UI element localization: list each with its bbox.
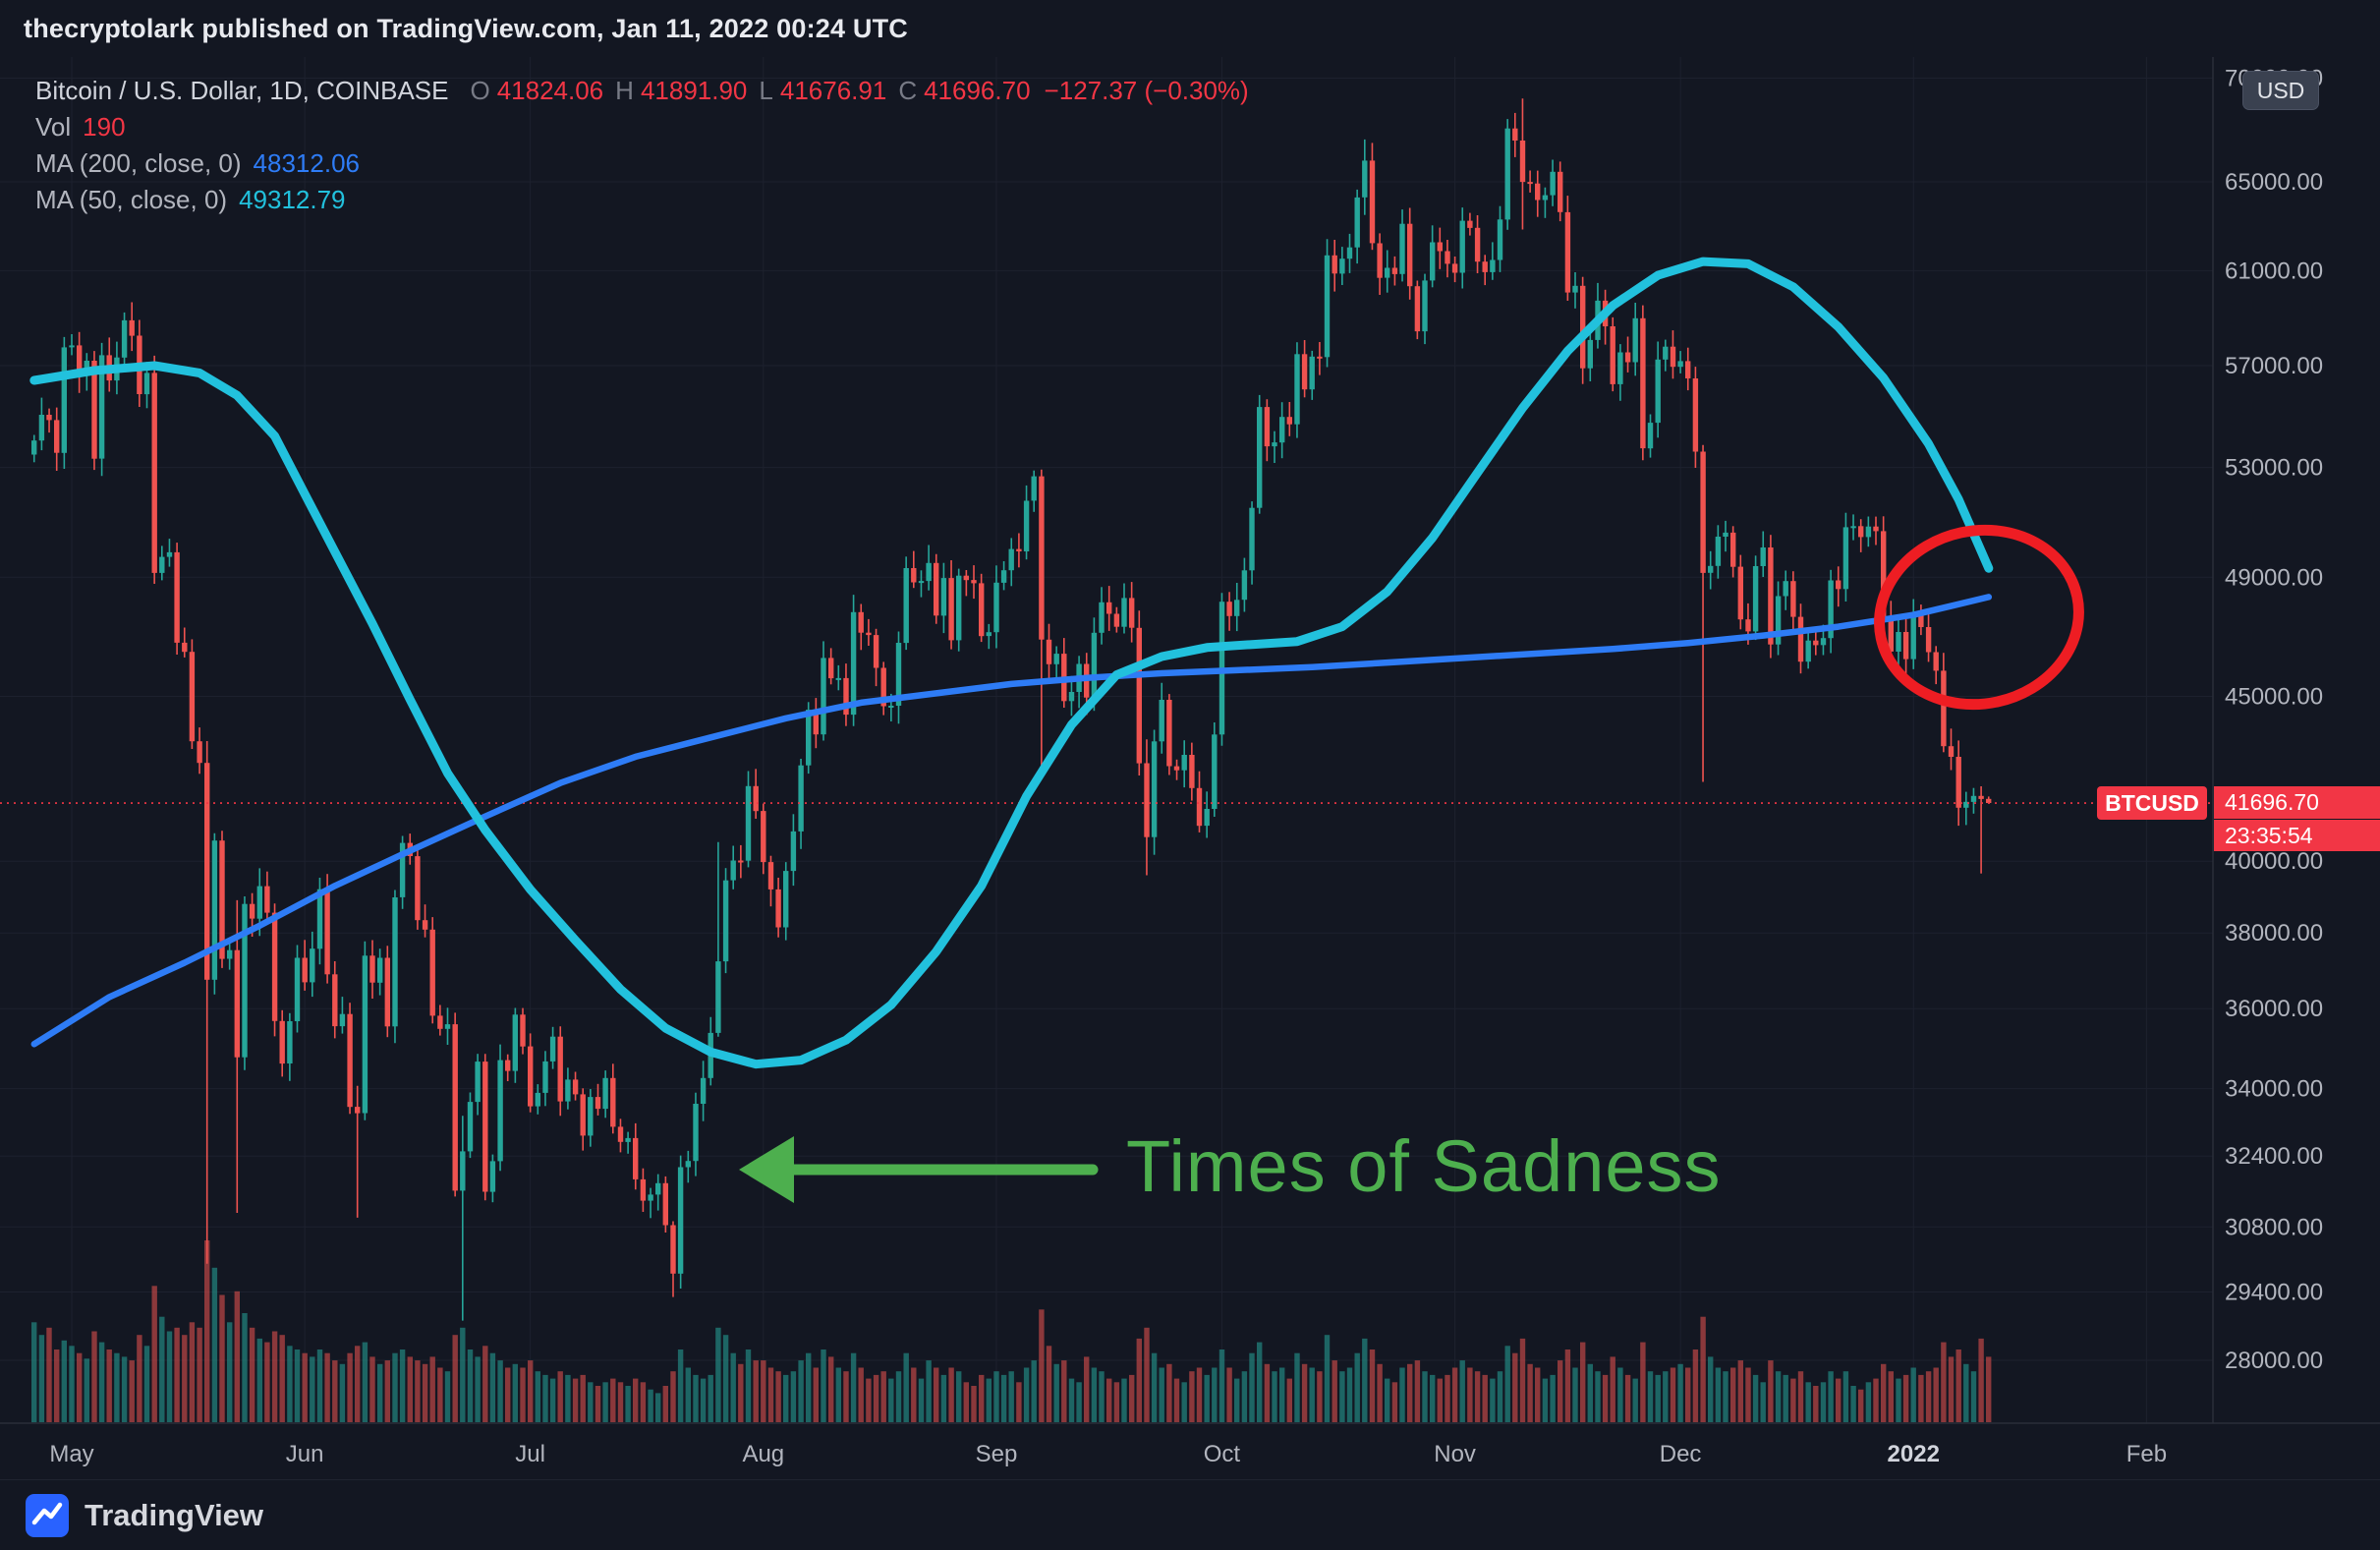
legend-ma50-row[interactable]: MA (50, close, 0) 49312.79 [35,182,1249,218]
price-tick-label: 28000.00 [2225,1348,2323,1374]
time-tick-label: 2022 [1888,1441,1940,1467]
grid [0,57,2213,1423]
time-tick-label: Oct [1204,1441,1241,1467]
legend-ma200-row[interactable]: MA (200, close, 0) 48312.06 [35,145,1249,182]
price-axis[interactable]: 70000.0065000.0061000.0057000.0053000.00… [2212,57,2323,1423]
price-tick-label: 53000.00 [2225,455,2323,482]
legend: Bitcoin / U.S. Dollar, 1D, COINBASE O 41… [35,73,1249,218]
volume-bars [31,1240,1992,1423]
annotation-text: Times of Sadness [1126,1125,1722,1207]
price-tick-label: 45000.00 [2225,684,2323,711]
close-label: C [898,76,918,105]
red-circle-annotation [1874,524,2084,711]
price-tick-label: 61000.00 [2225,258,2323,284]
ma200-value: 48312.06 [253,148,360,178]
price-tick-label: 32400.00 [2225,1143,2323,1170]
time-tick-label: Nov [1434,1441,1476,1467]
price-tick-label: 36000.00 [2225,996,2323,1022]
price-tick-label: 65000.00 [2225,169,2323,196]
price-tick-label: 38000.00 [2225,920,2323,947]
ma200-label: MA (200, close, 0) [35,148,242,178]
bar-countdown-label: 23:35:54 [2214,820,2380,851]
time-axis[interactable]: May Jun Jul Aug Sep Oct Nov Dec 2022 Feb [0,1422,2380,1467]
header-bar: thecryptolark published on TradingView.c… [0,0,2380,57]
ma50-label: MA (50, close, 0) [35,185,228,214]
header-attribution: thecryptolark published on TradingView.c… [24,13,908,43]
price-tick-label: 57000.00 [2225,353,2323,379]
ma50-line [29,257,1994,1069]
currency-toggle-button[interactable]: USD [2242,71,2319,110]
volume-value: 190 [83,112,126,142]
legend-volume-row[interactable]: Vol 190 [35,109,1249,145]
low-label: L [759,76,773,105]
symbol-title: Bitcoin / U.S. Dollar, 1D, COINBASE [35,76,449,105]
ma50-value: 49312.79 [239,185,346,214]
time-tick-label: Aug [742,1441,784,1467]
candles [31,98,1992,1321]
time-tick-label: Dec [1660,1441,1702,1467]
open-label: O [470,76,490,105]
price-tick-label: 40000.00 [2225,848,2323,875]
symbol-price-flag: BTCUSD [2097,786,2207,820]
time-tick-label: Jul [515,1441,545,1467]
low-value: 41676.91 [779,76,887,105]
time-tick-label: Jun [286,1441,324,1467]
high-label: H [615,76,634,105]
time-tick-label: Sep [976,1441,1018,1467]
tradingview-brand[interactable]: TradingView [85,1497,264,1532]
footer-bar: TradingView [0,1479,2380,1550]
change-value: −127.37 (−0.30%) [1044,76,1249,105]
volume-label: Vol [35,112,72,142]
tradingview-logo-icon[interactable] [26,1493,69,1537]
time-tick-label: May [49,1441,93,1467]
candlestick-chart[interactable]: 70000.0065000.0061000.0057000.0053000.00… [0,57,2380,1479]
annotations [739,524,2084,1203]
price-tick-label: 34000.00 [2225,1076,2323,1103]
price-tick-label: 49000.00 [2225,564,2323,591]
time-tick-label: Feb [2126,1441,2167,1467]
price-tick-label: 30800.00 [2225,1214,2323,1240]
chart-area[interactable]: 70000.0065000.0061000.0057000.0053000.00… [0,57,2380,1479]
close-value: 41696.70 [924,76,1031,105]
green-arrow-head [739,1136,794,1203]
ma200-line [30,594,1993,1048]
high-value: 41891.90 [640,76,748,105]
last-price-label: 41696.70 [2214,786,2380,819]
legend-symbol-row[interactable]: Bitcoin / U.S. Dollar, 1D, COINBASE O 41… [35,73,1249,109]
open-value: 41824.06 [496,76,604,105]
price-tick-label: 29400.00 [2225,1280,2323,1306]
